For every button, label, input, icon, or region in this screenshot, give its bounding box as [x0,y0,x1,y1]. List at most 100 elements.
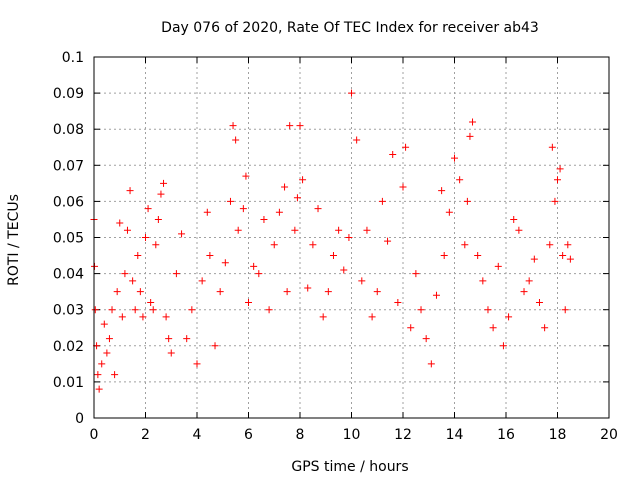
data-point [275,208,283,216]
y-tick-label: 0 [75,411,84,427]
data-point [188,306,196,314]
data-point [299,176,307,184]
data-point [198,277,206,285]
data-point [245,298,252,306]
data-point [407,324,415,332]
x-tick-label: 16 [497,427,515,443]
data-point [384,237,392,245]
x-tick-label: 12 [394,427,412,443]
data-point [232,136,240,144]
x-tick-label: 4 [193,427,202,443]
data-point [463,197,471,205]
data-point [144,205,152,213]
data-point [402,143,410,151]
data-point [319,313,327,321]
data-point [368,313,376,321]
data-point [265,306,273,314]
data-point [167,349,175,357]
data-point [548,143,556,151]
data-point [126,187,134,195]
data-point [515,226,523,234]
data-point [329,252,337,260]
data-point [286,122,294,130]
data-point [255,270,263,278]
x-tick-label: 2 [141,427,150,443]
x-tick-label: 10 [343,427,361,443]
data-point [129,277,137,285]
data-point [494,262,502,270]
data-point [165,335,173,343]
data-point [105,335,113,343]
x-axis-ticks: 0 2 4 6 8 10 12 14 16 18 20 [90,57,618,443]
data-point [239,205,247,213]
data-point [123,226,131,234]
data-point [226,197,234,205]
data-point [432,291,440,299]
data-point [291,226,299,234]
y-tick-label: 0.01 [53,375,84,391]
data-point [134,252,142,260]
data-point [121,270,129,278]
data-point [422,335,430,343]
data-point [118,313,126,321]
data-point [91,262,99,270]
data-point [149,306,157,314]
y-tick-label: 0.07 [53,158,84,174]
data-points [90,89,574,393]
data-point [229,122,237,130]
data-point [314,205,322,213]
data-point [193,360,201,368]
y-tick-label: 0.02 [53,339,84,355]
plot-area-border [93,56,610,419]
data-point [103,349,111,357]
data-point [564,241,572,249]
data-point [353,136,361,144]
data-point [131,306,139,314]
data-point [91,306,99,314]
data-point [293,194,301,202]
data-point [108,306,116,314]
y-tick-label: 0.06 [53,194,84,210]
data-point [466,132,474,140]
data-point [234,226,242,234]
data-point [335,226,343,234]
data-point [211,342,219,350]
data-point [561,306,569,314]
data-point [98,360,106,368]
data-point [559,252,567,260]
y-axis-label: ROTI / TECUs [6,194,22,286]
data-point [260,215,268,223]
data-point [469,118,477,126]
data-point [456,176,464,184]
data-point [461,241,469,249]
data-point [484,306,492,314]
data-point [358,277,366,285]
data-point [142,234,149,241]
data-point [250,262,258,270]
data-point [324,288,332,296]
data-point [474,252,482,260]
data-point [394,298,402,306]
data-point [546,241,554,249]
data-point [510,215,518,223]
data-point [283,288,291,296]
data-point [152,241,160,249]
data-point [183,335,191,343]
data-point [345,234,353,241]
data-point [389,150,397,158]
data-point [216,288,224,296]
data-point [412,270,420,278]
data-point [172,270,180,278]
chart-title: Day 076 of 2020, Rate Of TEC Index for r… [161,20,539,36]
data-point [427,360,435,368]
data-point [525,277,533,285]
data-point [399,183,407,191]
data-point [535,298,543,306]
x-tick-label: 0 [90,427,99,443]
data-point [113,288,121,296]
data-point [111,371,119,379]
y-tick-label: 0.08 [53,122,84,138]
data-point [520,288,528,296]
data-point [451,154,458,162]
data-point [554,176,561,184]
